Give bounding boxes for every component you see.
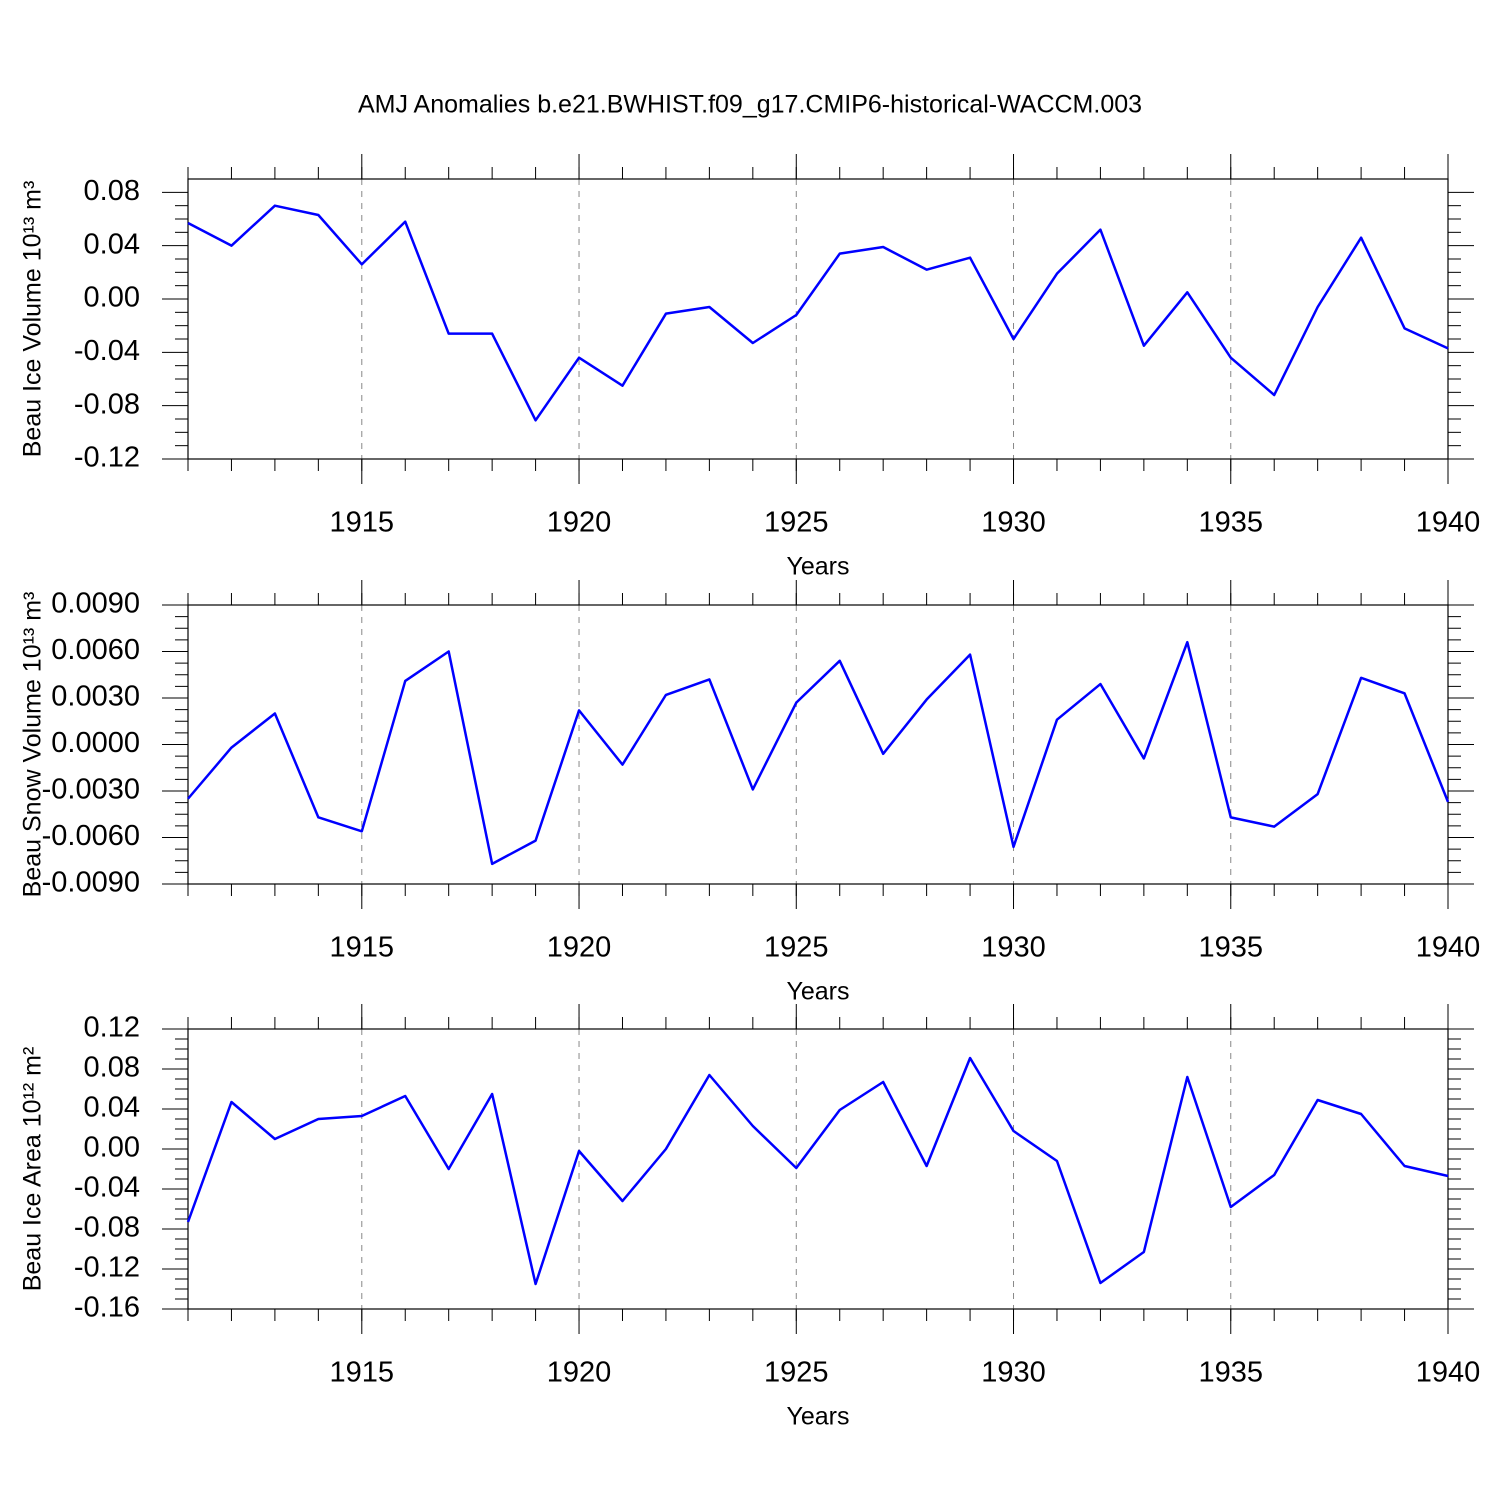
y-tick-label: 0.0030: [51, 681, 140, 713]
plot-frame: [187, 604, 1449, 885]
x-tick-label: 1925: [764, 1357, 829, 1389]
data-line: [186, 1056, 1449, 1286]
x-tick-label: 1930: [981, 1357, 1046, 1389]
x-tick-label: 1920: [547, 932, 612, 964]
y-tick-label: -0.0030: [42, 774, 140, 806]
y-tick-label: -0.04: [74, 1172, 140, 1204]
x-tick-label: 1940: [1416, 1357, 1481, 1389]
x-axis-label: Years: [786, 553, 849, 581]
x-tick-label: 1925: [764, 507, 829, 539]
y-tick-label: -0.08: [74, 1212, 140, 1244]
y-tick-label: -0.04: [74, 335, 140, 367]
y-axis-label: Beau Snow Volume 10¹³ m³: [19, 592, 47, 898]
y-axis-label: Beau Ice Area 10¹² m²: [19, 1047, 47, 1292]
y-axis-label: Beau Ice Volume 10¹³ m³: [19, 181, 47, 458]
y-tick-label: 0.12: [84, 1012, 140, 1044]
y-tick-label: 0.0000: [51, 727, 140, 759]
y-tick-label: 0.08: [84, 175, 140, 207]
y-tick-label: -0.12: [74, 1252, 140, 1284]
x-tick-label: 1935: [1199, 1357, 1264, 1389]
x-tick-label: 1940: [1416, 507, 1481, 539]
y-tick-label: 0.04: [84, 1092, 140, 1124]
plot-frame: [187, 178, 1449, 460]
y-tick-label: 0.0060: [51, 634, 140, 666]
x-axis-label: Years: [786, 978, 849, 1006]
x-tick-label: 1930: [981, 507, 1046, 539]
y-tick-label: -0.16: [74, 1292, 140, 1324]
y-tick-label: 0.00: [84, 1132, 140, 1164]
plot-frame: [187, 1028, 1449, 1310]
x-tick-label: 1920: [547, 1357, 612, 1389]
x-tick-label: 1930: [981, 932, 1046, 964]
y-tick-label: -0.12: [74, 442, 140, 474]
chart-title: AMJ Anomalies b.e21.BWHIST.f09_g17.CMIP6…: [358, 91, 1142, 119]
x-tick-label: 1920: [547, 507, 612, 539]
x-tick-label: 1915: [330, 507, 395, 539]
x-axis-label: Years: [786, 1403, 849, 1431]
x-tick-label: 1915: [330, 932, 395, 964]
x-tick-label: 1940: [1416, 932, 1481, 964]
y-tick-label: -0.0060: [42, 820, 140, 852]
x-tick-label: 1925: [764, 932, 829, 964]
data-line: [187, 204, 1449, 422]
x-tick-label: 1915: [330, 1357, 395, 1389]
x-tick-label: 1935: [1199, 932, 1264, 964]
data-line: [187, 640, 1450, 866]
x-tick-label: 1935: [1199, 507, 1264, 539]
y-tick-label: -0.08: [74, 388, 140, 420]
y-tick-label: 0.04: [84, 228, 140, 260]
y-tick-label: 0.0090: [51, 588, 140, 620]
y-tick-label: -0.0090: [42, 867, 140, 899]
y-tick-label: 0.00: [84, 282, 140, 314]
y-tick-label: 0.08: [84, 1052, 140, 1084]
